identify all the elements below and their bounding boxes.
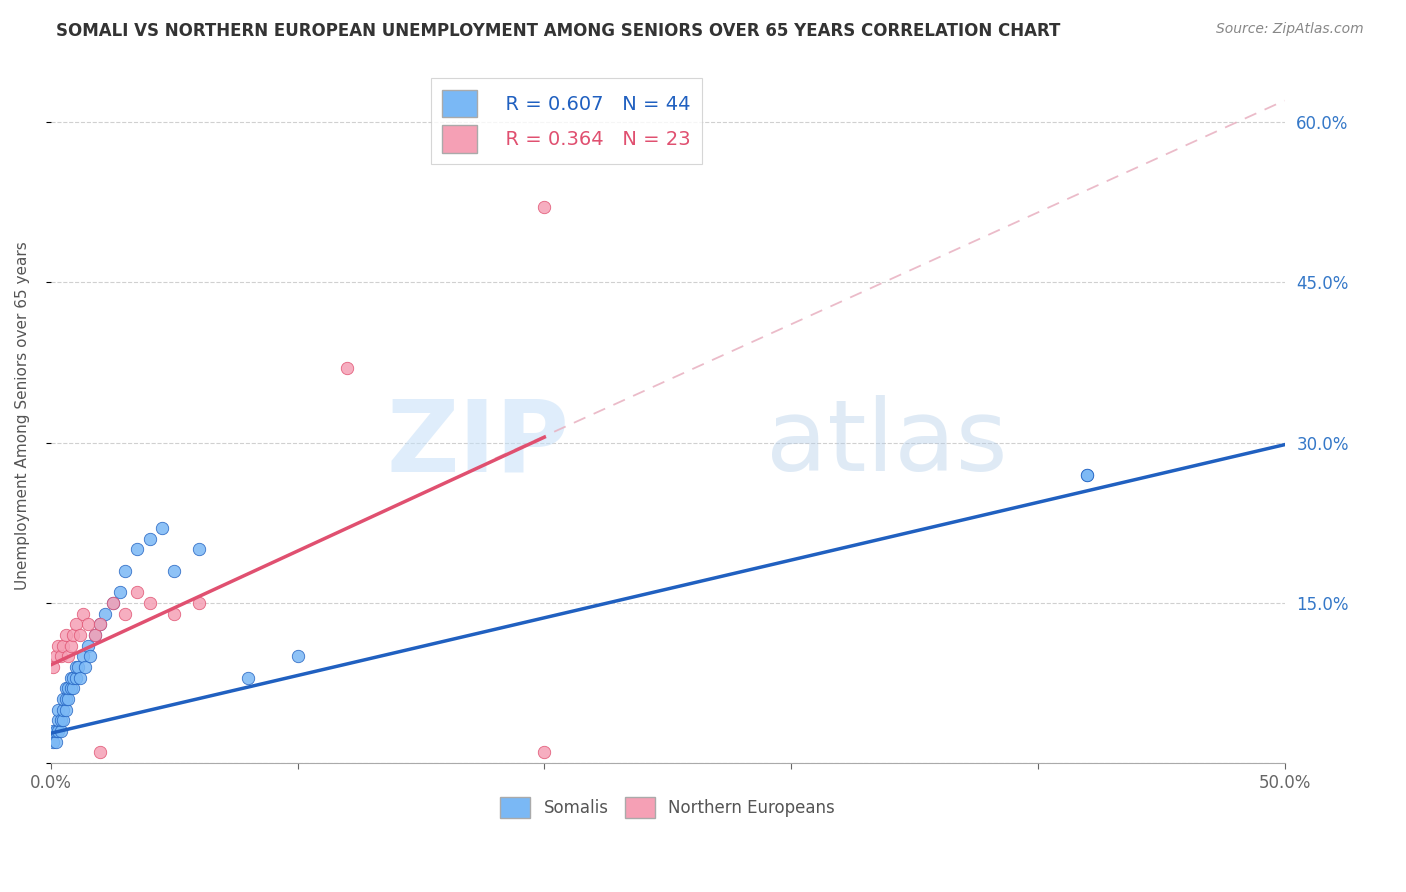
- Point: [59, 671, 82, 685]
- Point: [55, 681, 77, 696]
- Point: [1076, 467, 1098, 482]
- Point: [84, 628, 107, 642]
- Point: [65, 617, 87, 632]
- Point: [533, 746, 555, 760]
- Point: [65, 660, 87, 674]
- Point: [56, 692, 79, 706]
- Point: [62, 671, 84, 685]
- Point: [46, 714, 69, 728]
- Point: [101, 596, 124, 610]
- Point: [79, 649, 101, 664]
- Point: [127, 585, 149, 599]
- Point: [59, 639, 82, 653]
- Point: [108, 585, 131, 599]
- Point: [76, 617, 98, 632]
- Point: [42, 660, 65, 674]
- Point: [69, 628, 91, 642]
- Point: [76, 639, 98, 653]
- Point: [89, 617, 111, 632]
- Point: [49, 649, 72, 664]
- Text: SOMALI VS NORTHERN EUROPEAN UNEMPLOYMENT AMONG SENIORS OVER 65 YEARS CORRELATION: SOMALI VS NORTHERN EUROPEAN UNEMPLOYMENT…: [56, 22, 1060, 40]
- Point: [163, 607, 186, 621]
- Point: [72, 607, 94, 621]
- Point: [187, 596, 209, 610]
- Point: [46, 703, 69, 717]
- Point: [84, 628, 107, 642]
- Point: [75, 660, 97, 674]
- Point: [56, 649, 79, 664]
- Point: [72, 649, 94, 664]
- Text: atlas: atlas: [766, 395, 1008, 492]
- Point: [52, 703, 75, 717]
- Point: [42, 724, 65, 739]
- Point: [127, 542, 149, 557]
- Point: [59, 681, 82, 696]
- Point: [114, 607, 136, 621]
- Point: [55, 692, 77, 706]
- Point: [52, 714, 75, 728]
- Point: [45, 724, 67, 739]
- Point: [62, 628, 84, 642]
- Point: [69, 671, 91, 685]
- Point: [45, 649, 67, 664]
- Point: [138, 596, 160, 610]
- Point: [94, 607, 117, 621]
- Y-axis label: Unemployment Among Seniors over 65 years: Unemployment Among Seniors over 65 years: [15, 242, 30, 591]
- Point: [238, 671, 260, 685]
- Point: [187, 542, 209, 557]
- Point: [89, 746, 111, 760]
- Point: [65, 671, 87, 685]
- Point: [163, 564, 186, 578]
- Point: [101, 596, 124, 610]
- Point: [336, 360, 359, 375]
- Legend: Somalis, Northern Europeans: Somalis, Northern Europeans: [494, 790, 842, 824]
- Text: Source: ZipAtlas.com: Source: ZipAtlas.com: [1216, 22, 1364, 37]
- Point: [56, 681, 79, 696]
- Point: [138, 532, 160, 546]
- Point: [42, 735, 65, 749]
- Point: [287, 649, 309, 664]
- Point: [150, 521, 173, 535]
- Text: ZIP: ZIP: [387, 395, 569, 492]
- Point: [62, 681, 84, 696]
- Point: [533, 201, 555, 215]
- Point: [46, 639, 69, 653]
- Point: [55, 628, 77, 642]
- Point: [66, 660, 89, 674]
- Point: [1076, 467, 1098, 482]
- Point: [114, 564, 136, 578]
- Point: [49, 714, 72, 728]
- Point: [55, 703, 77, 717]
- Point: [45, 735, 67, 749]
- Point: [49, 724, 72, 739]
- Point: [52, 692, 75, 706]
- Point: [52, 639, 75, 653]
- Point: [89, 617, 111, 632]
- Point: [46, 724, 69, 739]
